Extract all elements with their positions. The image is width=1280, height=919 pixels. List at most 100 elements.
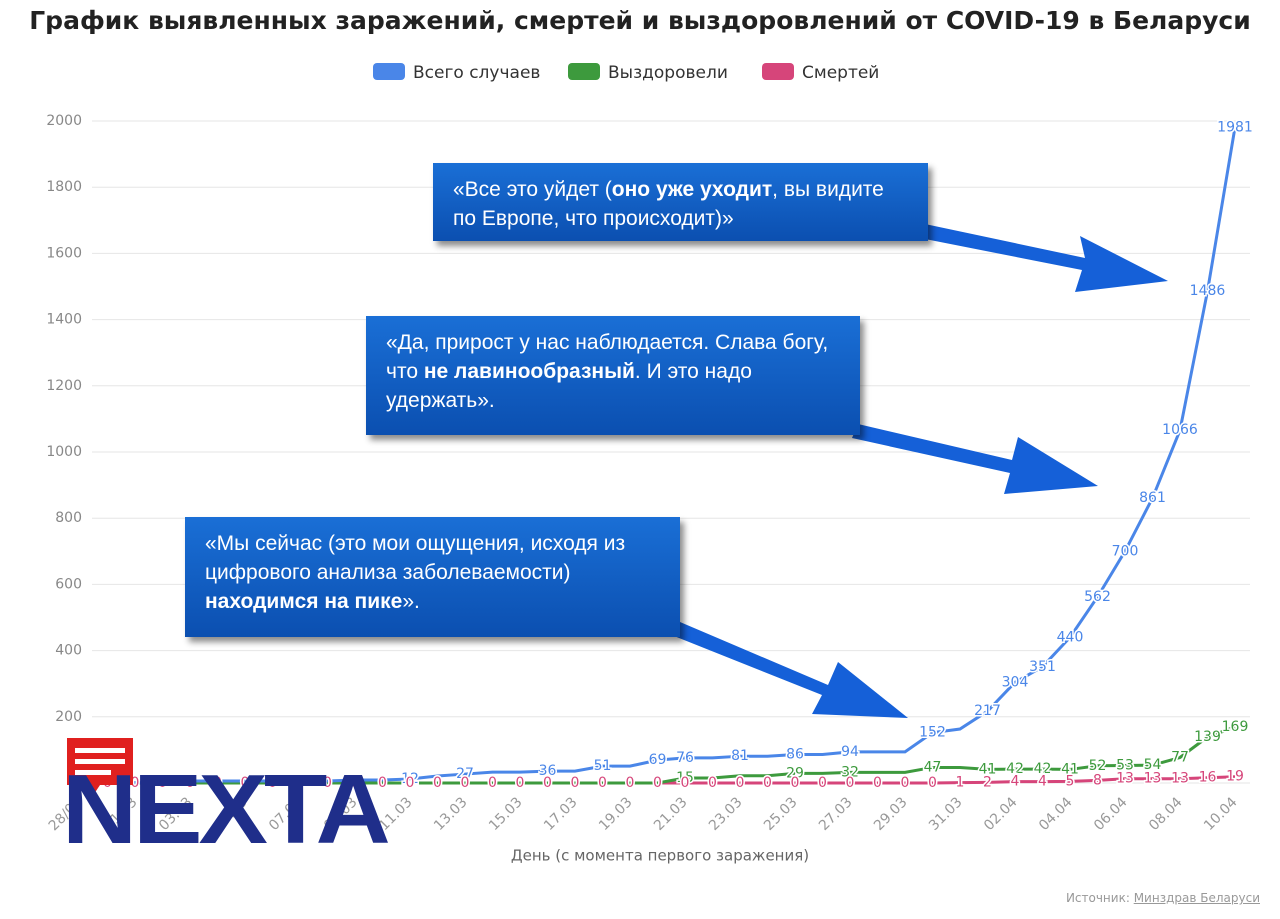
x-tick-label: 21.03: [651, 794, 691, 834]
data-label: 53: [1116, 757, 1134, 773]
x-tick-label: 15.03: [486, 794, 526, 834]
source: Источник: Минздрав Беларуси: [1066, 891, 1260, 905]
data-label: 0: [681, 775, 690, 791]
data-label: 169: [1222, 719, 1249, 735]
x-tick-label: 13.03: [431, 794, 471, 834]
y-tick-label: 1600: [46, 245, 82, 261]
legend-swatch: [762, 63, 794, 80]
data-label: 0: [213, 775, 222, 791]
data-label: 0: [626, 775, 635, 791]
data-label: 13: [1116, 771, 1134, 787]
legend-swatch: [568, 63, 600, 80]
y-tick-label: 800: [55, 510, 82, 526]
data-label: 1981: [1217, 119, 1253, 135]
arrow: [674, 622, 908, 718]
x-tick-label: 04.04: [1036, 794, 1076, 834]
data-label: 0: [543, 775, 552, 791]
legend-label: Всего случаев: [413, 63, 540, 83]
data-label: 13: [1171, 771, 1189, 787]
data-label: 0: [296, 775, 305, 791]
x-tick-label: 31.03: [926, 794, 966, 834]
arrow: [920, 224, 1168, 292]
data-label: 12: [401, 771, 419, 787]
data-label: 27: [456, 766, 474, 782]
source-link[interactable]: Минздрав Беларуси: [1133, 891, 1260, 905]
annotation-text: «Мы сейчас (это мои ощущения, исходя из …: [205, 532, 626, 584]
data-label: 152: [919, 725, 946, 741]
data-label: 0: [818, 775, 827, 791]
logo-bubble: [67, 738, 133, 800]
data-label: 5: [1066, 773, 1075, 789]
series-line: [80, 725, 1236, 785]
data-label: 0: [598, 775, 607, 791]
data-label: 13: [1144, 771, 1162, 787]
annotation-text: ».: [402, 590, 420, 613]
x-tick-label: 02.04: [981, 794, 1021, 834]
x-tick-label: 10.04: [1201, 794, 1241, 834]
data-label: 0: [791, 775, 800, 791]
data-label: 69: [649, 752, 667, 768]
legend: Всего случаев Выздоровели Смертей: [373, 63, 879, 83]
annotation-text: . И это надо удержать».: [386, 360, 752, 412]
data-label: 0: [323, 775, 332, 791]
x-tick-label: 06.04: [1091, 794, 1131, 834]
data-label: 0: [488, 775, 497, 791]
data-label: 440: [1057, 629, 1084, 645]
data-label: 41: [1061, 761, 1079, 777]
chart-title: График выявленных заражений, смертей и в…: [29, 6, 1251, 35]
data-label: 1486: [1190, 283, 1226, 299]
data-label: 0: [351, 775, 360, 791]
data-label: 0: [516, 775, 525, 791]
y-tick-label: 200: [55, 709, 82, 725]
data-label: 2: [983, 774, 992, 790]
annotation-text: «Да, прирост у нас наблюдается. Слава бо…: [386, 331, 829, 383]
legend-label: Смертей: [802, 63, 879, 83]
data-label: 1: [956, 775, 965, 791]
data-label: 51: [594, 758, 612, 774]
logo: NEXTA: [62, 754, 391, 866]
data-label: 8: [1093, 772, 1102, 788]
x-tick-label: 08.04: [1146, 794, 1186, 834]
data-label: 1066: [1162, 422, 1198, 438]
y-tick-label: 1000: [46, 444, 82, 460]
data-label: 562: [1084, 589, 1111, 605]
data-label: 94: [841, 744, 859, 760]
data-label: 42: [1006, 761, 1024, 777]
data-label: 0: [928, 775, 937, 791]
annotation-text: оно уже уходит: [611, 178, 773, 201]
data-label: 0: [653, 775, 662, 791]
source-label: Источник:: [1065, 891, 1130, 905]
data-label: 0: [736, 775, 745, 791]
x-tick-label: 17.03: [541, 794, 581, 834]
data-label: 47: [924, 759, 942, 775]
annotation-text: не лавинообразный: [423, 360, 635, 383]
y-tick-label: 600: [55, 576, 82, 592]
data-label: 0: [763, 775, 772, 791]
data-label: 52: [1089, 758, 1107, 774]
legend-label: Выздоровели: [608, 63, 728, 83]
data-label: 0: [433, 775, 442, 791]
annotation: «Мы сейчас (это мои ощущения, исходя из …: [185, 517, 680, 637]
data-label: 139: [1194, 729, 1221, 745]
annotation-text: «Все это уйдет (: [453, 178, 612, 201]
data-label: 0: [158, 775, 167, 791]
data-label: 0: [241, 775, 250, 791]
y-tick-label: 2000: [46, 113, 82, 129]
series-line: [80, 127, 1237, 785]
data-label: 0: [131, 775, 140, 791]
data-label: 4: [1011, 774, 1020, 790]
data-label: 0: [873, 775, 882, 791]
data-label: 16: [1199, 770, 1217, 786]
data-label: 77: [1171, 750, 1189, 766]
data-label: 304: [1002, 674, 1029, 690]
data-label: 0: [406, 775, 415, 791]
annotation: «Все это уйдет (оно уже уходит, вы видит…: [433, 163, 928, 241]
data-label: 76: [676, 750, 694, 766]
plot: 12 27 36 51 69 76 81 86 941522173043514405627008…: [74, 118, 1254, 793]
data-label: 19: [1226, 769, 1244, 785]
data-label: 861: [1139, 490, 1166, 506]
annotation-text: находимся на пике: [205, 590, 403, 613]
data-label: 42: [1034, 761, 1052, 777]
